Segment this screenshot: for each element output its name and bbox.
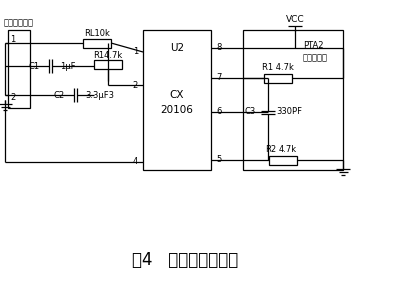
Text: 7: 7 xyxy=(216,73,221,82)
Text: 4: 4 xyxy=(133,158,138,166)
Text: R14.7k: R14.7k xyxy=(93,50,123,60)
Text: 1μF: 1μF xyxy=(60,62,76,71)
Text: 5: 5 xyxy=(216,156,221,164)
Bar xyxy=(264,73,292,82)
Bar xyxy=(83,39,111,48)
Text: R2: R2 xyxy=(266,145,276,154)
Text: RL10k: RL10k xyxy=(84,29,110,37)
Text: 2: 2 xyxy=(133,81,138,90)
Bar xyxy=(94,60,122,69)
Text: 20106: 20106 xyxy=(160,105,194,115)
Text: C1: C1 xyxy=(29,62,40,71)
Text: 2: 2 xyxy=(10,94,16,103)
Text: 超声波接收头: 超声波接收头 xyxy=(4,18,34,27)
Bar xyxy=(243,30,343,170)
Text: PTA2: PTA2 xyxy=(303,41,324,50)
Text: 8: 8 xyxy=(216,43,221,52)
Text: C3: C3 xyxy=(245,107,256,117)
Text: CX: CX xyxy=(170,90,184,100)
Text: 至微控制器: 至微控制器 xyxy=(303,54,328,62)
Text: VCC: VCC xyxy=(286,16,304,24)
Text: 330PF: 330PF xyxy=(276,107,302,117)
Text: 4.7k: 4.7k xyxy=(279,145,297,154)
Text: 6: 6 xyxy=(216,107,221,117)
Bar xyxy=(269,156,297,164)
Bar xyxy=(8,30,30,108)
Text: 图4   超声波接收电路: 图4 超声波接收电路 xyxy=(132,251,238,269)
Text: R1 4.7k: R1 4.7k xyxy=(262,63,294,73)
Text: 1: 1 xyxy=(10,35,16,45)
Text: 3.3μF3: 3.3μF3 xyxy=(85,90,114,99)
Text: U2: U2 xyxy=(170,43,184,53)
Text: 1: 1 xyxy=(133,48,138,56)
Bar xyxy=(143,30,211,170)
Text: C2: C2 xyxy=(54,90,65,99)
